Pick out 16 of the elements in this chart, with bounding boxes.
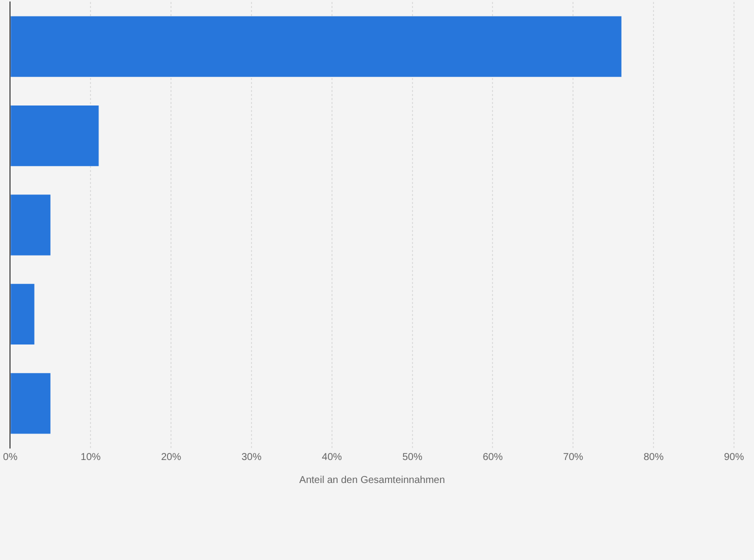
x-tick-label: 80%	[644, 452, 664, 463]
bar	[10, 194, 50, 256]
bar	[10, 284, 34, 345]
x-axis-title: Anteil an den Gesamteinnahmen	[299, 474, 445, 486]
x-tick-label: 40%	[322, 452, 342, 463]
bar	[10, 16, 622, 77]
x-tick-label: 50%	[402, 452, 422, 463]
x-tick-label: 60%	[482, 452, 503, 463]
x-tick-label: 70%	[563, 452, 584, 463]
bar	[10, 105, 99, 166]
x-tick-label: 0%	[3, 452, 18, 463]
x-tick-label: 10%	[80, 452, 101, 463]
x-tick-label: 90%	[724, 452, 744, 463]
x-tick-label: 30%	[241, 452, 262, 463]
bar	[10, 373, 50, 434]
x-tick-label: 20%	[161, 452, 182, 463]
